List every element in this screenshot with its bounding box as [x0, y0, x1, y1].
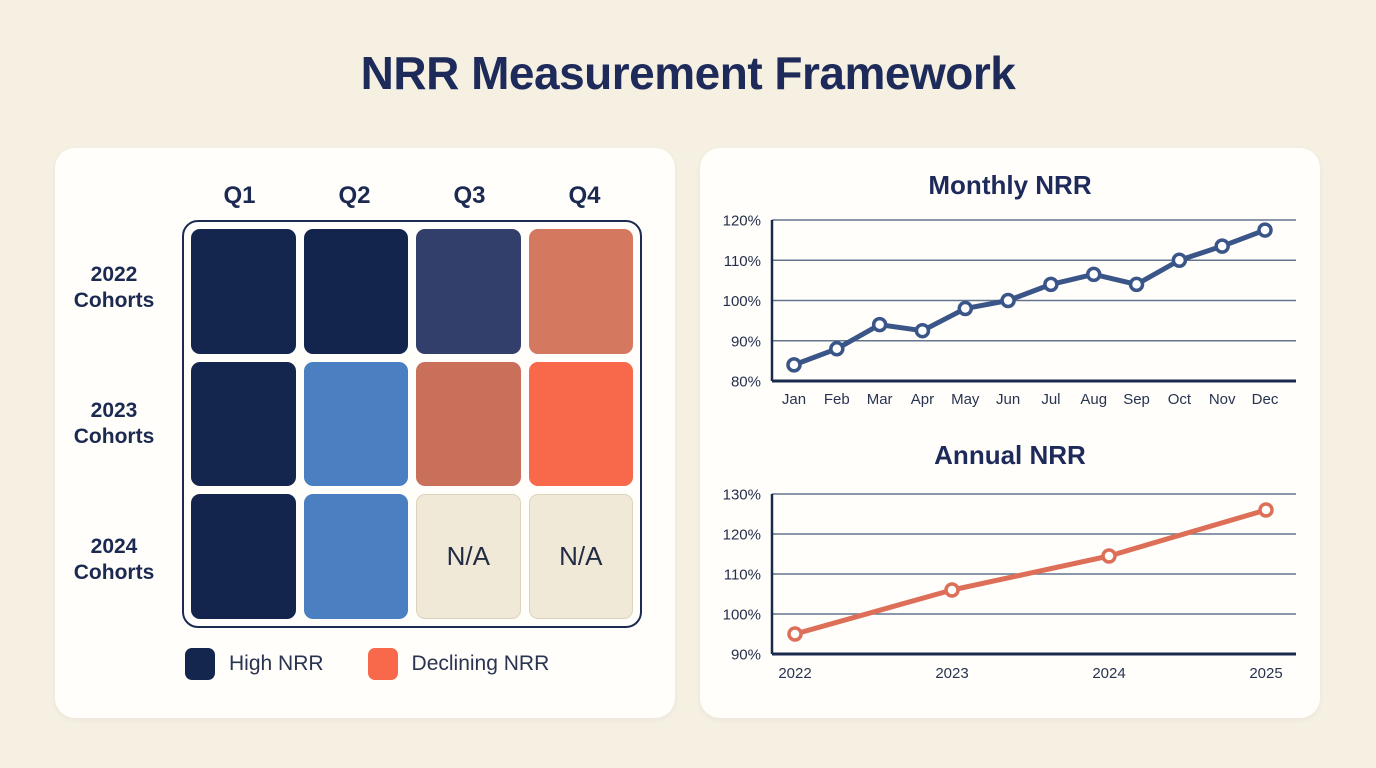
x-tick-label: 2023	[935, 665, 968, 682]
x-tick-label: 2025	[1249, 665, 1282, 682]
y-tick-label: 130%	[723, 487, 761, 504]
x-tick-label: Oct	[1168, 391, 1192, 408]
cohort-label-2022: 2022 Cohorts	[55, 220, 173, 356]
cohort-cell-2023-q1	[191, 361, 296, 487]
data-point-marker	[1171, 252, 1188, 268]
cohort-cell-2023-q4	[528, 361, 633, 487]
quarter-header-q1: Q1	[223, 182, 256, 209]
x-tick-label: 2024	[1092, 665, 1125, 682]
data-point-marker	[871, 316, 888, 333]
quarter-header-q3: Q3	[453, 182, 486, 209]
data-point-marker	[1257, 222, 1273, 238]
data-point-marker	[787, 626, 803, 642]
cohort-cell-2023-q3	[416, 361, 521, 487]
data-point-marker	[1128, 276, 1145, 293]
x-tick-label: May	[951, 391, 980, 408]
legend-swatch	[367, 648, 398, 680]
cohort-cell-2023-q2	[303, 361, 408, 487]
x-tick-label: Mar	[867, 391, 893, 408]
cohort-year: 2024	[90, 534, 138, 558]
y-tick-label: 120%	[723, 527, 761, 544]
y-tick-label: 100%	[723, 293, 761, 310]
quarter-header-row: Q1 Q2 Q3 Q4	[182, 182, 642, 212]
y-tick-label: 120%	[723, 213, 761, 230]
data-point-marker	[1085, 266, 1102, 283]
data-point-marker	[829, 341, 845, 357]
y-tick-label: 110%	[724, 567, 761, 584]
x-tick-label: Jul	[1041, 391, 1060, 408]
cohort-cell-2024-q1	[191, 494, 296, 619]
cohort-cell-2024-q2	[303, 494, 408, 619]
cohort-year: 2023	[90, 398, 138, 422]
data-point-marker	[786, 357, 802, 373]
data-point-marker	[1101, 548, 1117, 564]
cohort-word: Cohorts	[73, 425, 155, 448]
cohort-grid-frame: N/A N/A	[182, 220, 642, 628]
data-point-marker	[1214, 238, 1230, 254]
x-tick-label: Jan	[782, 391, 806, 408]
charts-panel: Monthly NRR 80% 90% 100% 110% 120% Jan Feb Mar A…	[700, 148, 1320, 718]
cohort-cell-2024-q4: N/A	[528, 494, 633, 619]
legend-label: High NRR	[229, 652, 324, 675]
legend-item-high-nrr: High NRR	[185, 648, 324, 680]
cohort-word: Cohorts	[73, 561, 155, 584]
cohort-cell-2022-q4	[528, 229, 633, 354]
x-tick-label: Jun	[996, 391, 1020, 408]
y-tick-label: 80%	[731, 374, 761, 391]
x-tick-label: Feb	[824, 391, 850, 408]
quarter-header-q2: Q2	[338, 182, 371, 209]
cohort-cell-2022-q1	[191, 229, 296, 354]
data-point-marker	[1258, 502, 1274, 518]
cohort-heatmap-panel: Q1 Q2 Q3 Q4 2022 Cohorts 2023 Cohorts 2024 Cohor…	[55, 148, 675, 718]
data-point-marker	[1000, 292, 1016, 309]
cohort-legend: High NRR Declining NRR	[185, 644, 549, 684]
x-tick-label: 2022	[778, 665, 811, 682]
y-tick-label: 100%	[723, 607, 761, 624]
cohort-row-labels: 2022 Cohorts 2023 Cohorts 2024 Cohorts	[55, 220, 173, 628]
cohort-label-2024: 2024 Cohorts	[55, 492, 173, 628]
legend-label: Declining NRR	[411, 652, 550, 675]
data-point-marker	[914, 322, 931, 339]
data-point-marker	[944, 582, 960, 598]
quarter-header-q4: Q4	[568, 182, 601, 209]
y-tick-label: 90%	[731, 333, 761, 350]
annual-nrr-line-chart: 90% 100% 110% 120% 130% 2022 2023 2024 2025	[723, 487, 1296, 682]
y-tick-label: 110%	[724, 253, 761, 270]
data-point-marker	[957, 300, 974, 317]
x-tick-label: Apr	[911, 391, 934, 408]
cohort-grid: N/A N/A	[191, 229, 633, 619]
x-tick-label: Sep	[1123, 391, 1150, 408]
cohort-label-2023: 2023 Cohorts	[55, 356, 173, 492]
x-tick-label: Aug	[1080, 391, 1107, 408]
cohort-word: Cohorts	[73, 289, 155, 312]
monthly-nrr-title: Monthly NRR	[928, 170, 1092, 200]
annual-nrr-title: Annual NRR	[934, 440, 1086, 470]
y-tick-label: 90%	[731, 647, 761, 664]
cohort-year: 2022	[90, 262, 138, 286]
data-point-marker	[1043, 276, 1059, 293]
page-title: NRR Measurement Framework	[360, 47, 1016, 99]
cohort-cell-2024-q3: N/A	[416, 494, 521, 619]
x-tick-label: Nov	[1209, 391, 1236, 408]
cohort-cell-2022-q2	[303, 229, 408, 354]
legend-item-declining-nrr: Declining NRR	[367, 648, 550, 680]
cohort-cell-2022-q3	[416, 229, 521, 354]
legend-swatch	[185, 648, 215, 680]
monthly-nrr-line-chart: 80% 90% 100% 110% 120% Jan Feb Mar Apr May Jun Jul A…	[723, 213, 1296, 408]
x-tick-label: Dec	[1252, 391, 1279, 408]
